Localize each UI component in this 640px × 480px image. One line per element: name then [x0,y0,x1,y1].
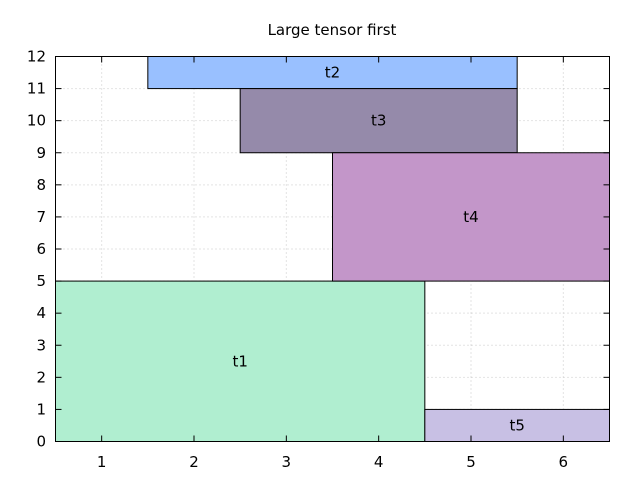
tensor-label-t2: t2 [325,64,340,82]
tensor-block-t5 [424,408,611,442]
y-tick-label-12: 12 [27,48,46,66]
y-tick-label-0: 0 [36,433,46,451]
y-tick-label-6: 6 [36,240,46,258]
y-tick-label-5: 5 [36,272,46,290]
y-tick-label-10: 10 [27,112,46,130]
tensor-label-t3: t3 [371,112,386,130]
chart-title: Large tensor first [268,21,397,39]
y-tick-label-7: 7 [36,208,46,226]
tensor-block-t4 [332,152,610,282]
y-tick-label-3: 3 [36,336,46,354]
x-tick-label-3: 4 [374,453,384,471]
x-tick-label-2: 3 [282,453,292,471]
tensor-label-t1: t1 [232,352,247,370]
tensor-block-t3 [239,88,518,154]
tensor-block-t1 [55,280,426,443]
y-tick-label-4: 4 [36,304,46,322]
tensor-label-t4: t4 [463,208,478,226]
x-tick-label-0: 1 [97,453,107,471]
y-tick-label-9: 9 [36,144,46,162]
x-tick-label-5: 6 [559,453,569,471]
y-tick-label-1: 1 [36,400,46,418]
x-axis-ticks: 1 2 3 4 5 6 [97,56,569,471]
y-tick-label-8: 8 [36,176,46,194]
tensor-blocks: t1 t2 t3 t4 t5 [55,56,611,443]
x-tick-label-4: 5 [466,453,476,471]
y-tick-label-2: 2 [36,368,46,386]
tensor-label-t5: t5 [509,416,524,434]
x-tick-label-1: 2 [189,453,199,471]
y-tick-label-11: 11 [27,80,46,98]
